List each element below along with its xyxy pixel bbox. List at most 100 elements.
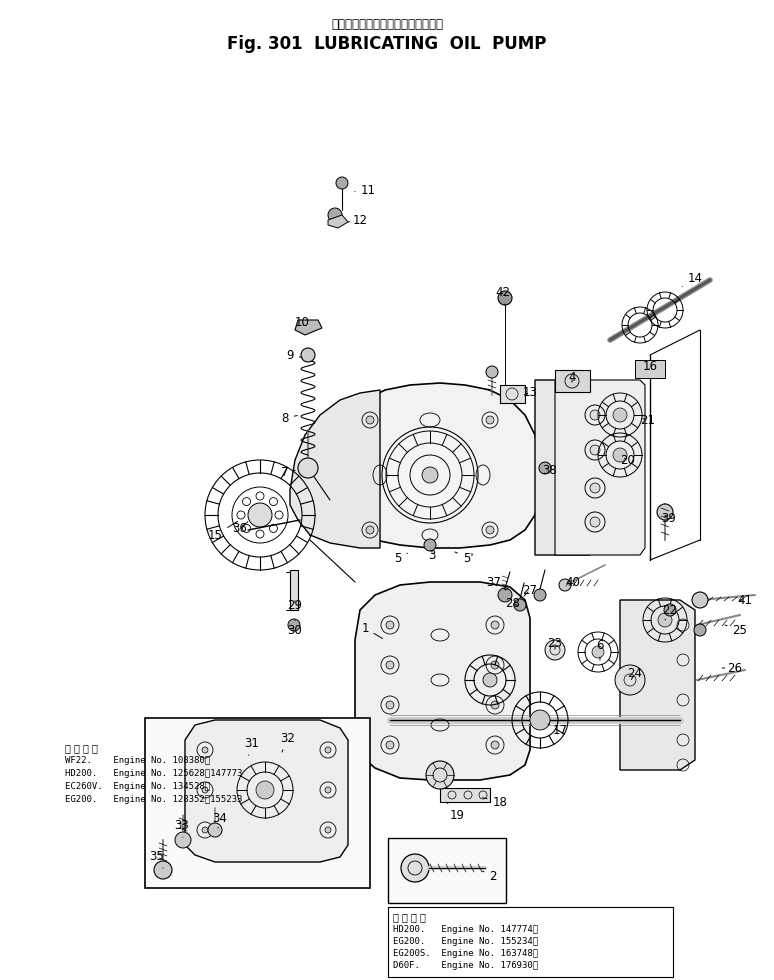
Circle shape [514,599,526,611]
Text: EG200.   Engine No. 155234～: EG200. Engine No. 155234～ [393,937,538,946]
Circle shape [202,747,208,753]
Bar [500,385,525,403]
Circle shape [590,483,600,493]
Text: 28: 28 [505,597,520,610]
Polygon shape [555,380,645,555]
Circle shape [328,208,342,222]
Circle shape [590,517,600,527]
Text: 適 用 号 機: 適 用 号 機 [393,912,426,922]
Circle shape [530,710,550,730]
Circle shape [336,177,348,189]
Text: 24: 24 [628,666,642,679]
Text: 37: 37 [487,575,506,590]
Polygon shape [355,582,530,780]
Circle shape [694,624,706,636]
Text: 35: 35 [149,850,164,868]
Circle shape [590,410,600,420]
Text: 38: 38 [543,464,557,476]
Text: 36: 36 [232,521,248,534]
Bar [635,360,665,378]
Circle shape [154,861,172,879]
Text: D60F.    Engine No. 176930～: D60F. Engine No. 176930～ [393,961,538,970]
Text: 17: 17 [548,723,567,737]
Circle shape [325,827,331,833]
Circle shape [256,781,274,799]
Text: 10: 10 [295,316,310,328]
Text: ルーブリケーティングオイルポンプ: ルーブリケーティングオイルポンプ [331,18,443,31]
Circle shape [658,613,672,627]
Polygon shape [185,720,348,862]
Circle shape [592,646,604,658]
Text: 11: 11 [354,183,375,197]
Text: 7: 7 [281,466,295,478]
Polygon shape [328,215,348,228]
Polygon shape [290,390,380,548]
Circle shape [202,787,208,793]
Circle shape [664,604,676,616]
Text: 3: 3 [428,549,436,562]
Text: 8: 8 [281,412,297,424]
Circle shape [486,366,498,378]
Bar [145,718,370,888]
Text: 39: 39 [662,512,676,524]
Text: 4: 4 [568,370,576,383]
Text: HD200.   Engine No. 147774～: HD200. Engine No. 147774～ [393,925,538,934]
Text: 23: 23 [547,636,563,650]
Circle shape [301,348,315,362]
Text: 42: 42 [495,285,511,305]
Circle shape [539,462,551,474]
Text: 27: 27 [522,583,537,597]
Text: WF22.    Engine No. 108380～: WF22. Engine No. 108380～ [65,756,210,765]
Circle shape [175,832,191,848]
Polygon shape [310,383,540,548]
Polygon shape [535,380,595,555]
Text: 21: 21 [641,414,656,426]
Text: EG200S.  Engine No. 163748～: EG200S. Engine No. 163748～ [393,949,538,958]
Bar [388,838,506,903]
Text: Fig. 301  LUBRICATING  OIL  PUMP: Fig. 301 LUBRICATING OIL PUMP [228,35,546,53]
Circle shape [325,747,331,753]
Circle shape [325,787,331,793]
Text: 5': 5' [455,552,474,564]
Text: 20: 20 [621,454,635,466]
Polygon shape [620,600,695,770]
Circle shape [657,504,673,520]
Circle shape [486,416,494,424]
Polygon shape [295,320,322,335]
Circle shape [486,526,494,534]
Circle shape [386,661,394,669]
Circle shape [298,458,318,478]
Circle shape [386,621,394,629]
Text: HD200.   Engine No. 125628～147773: HD200. Engine No. 125628～147773 [65,769,242,778]
Circle shape [615,665,645,695]
Text: 32: 32 [280,731,296,752]
Circle shape [534,589,546,601]
Circle shape [248,503,272,527]
Text: 34: 34 [213,811,228,828]
Circle shape [208,823,222,837]
Text: 6: 6 [596,639,604,661]
Circle shape [590,445,600,455]
Circle shape [386,741,394,749]
Circle shape [401,854,429,882]
Circle shape [366,526,374,534]
Text: 13: 13 [522,385,537,399]
Text: 31: 31 [245,737,259,756]
Text: 40: 40 [566,575,580,589]
Text: 9: 9 [286,349,303,362]
Circle shape [545,640,565,660]
Text: 1: 1 [361,621,382,639]
Text: 18: 18 [483,796,508,808]
Circle shape [366,416,374,424]
Text: 30: 30 [288,620,303,636]
Text: EG200.   Engine No. 128352～155233: EG200. Engine No. 128352～155233 [65,795,242,804]
Text: 19: 19 [447,803,464,821]
Text: 33: 33 [175,818,190,837]
Circle shape [422,467,438,483]
Text: 25: 25 [725,623,748,636]
Text: 5: 5 [394,552,408,564]
Circle shape [288,619,300,631]
Circle shape [559,579,571,591]
Text: 15: 15 [207,521,238,542]
Text: 2: 2 [482,869,497,883]
